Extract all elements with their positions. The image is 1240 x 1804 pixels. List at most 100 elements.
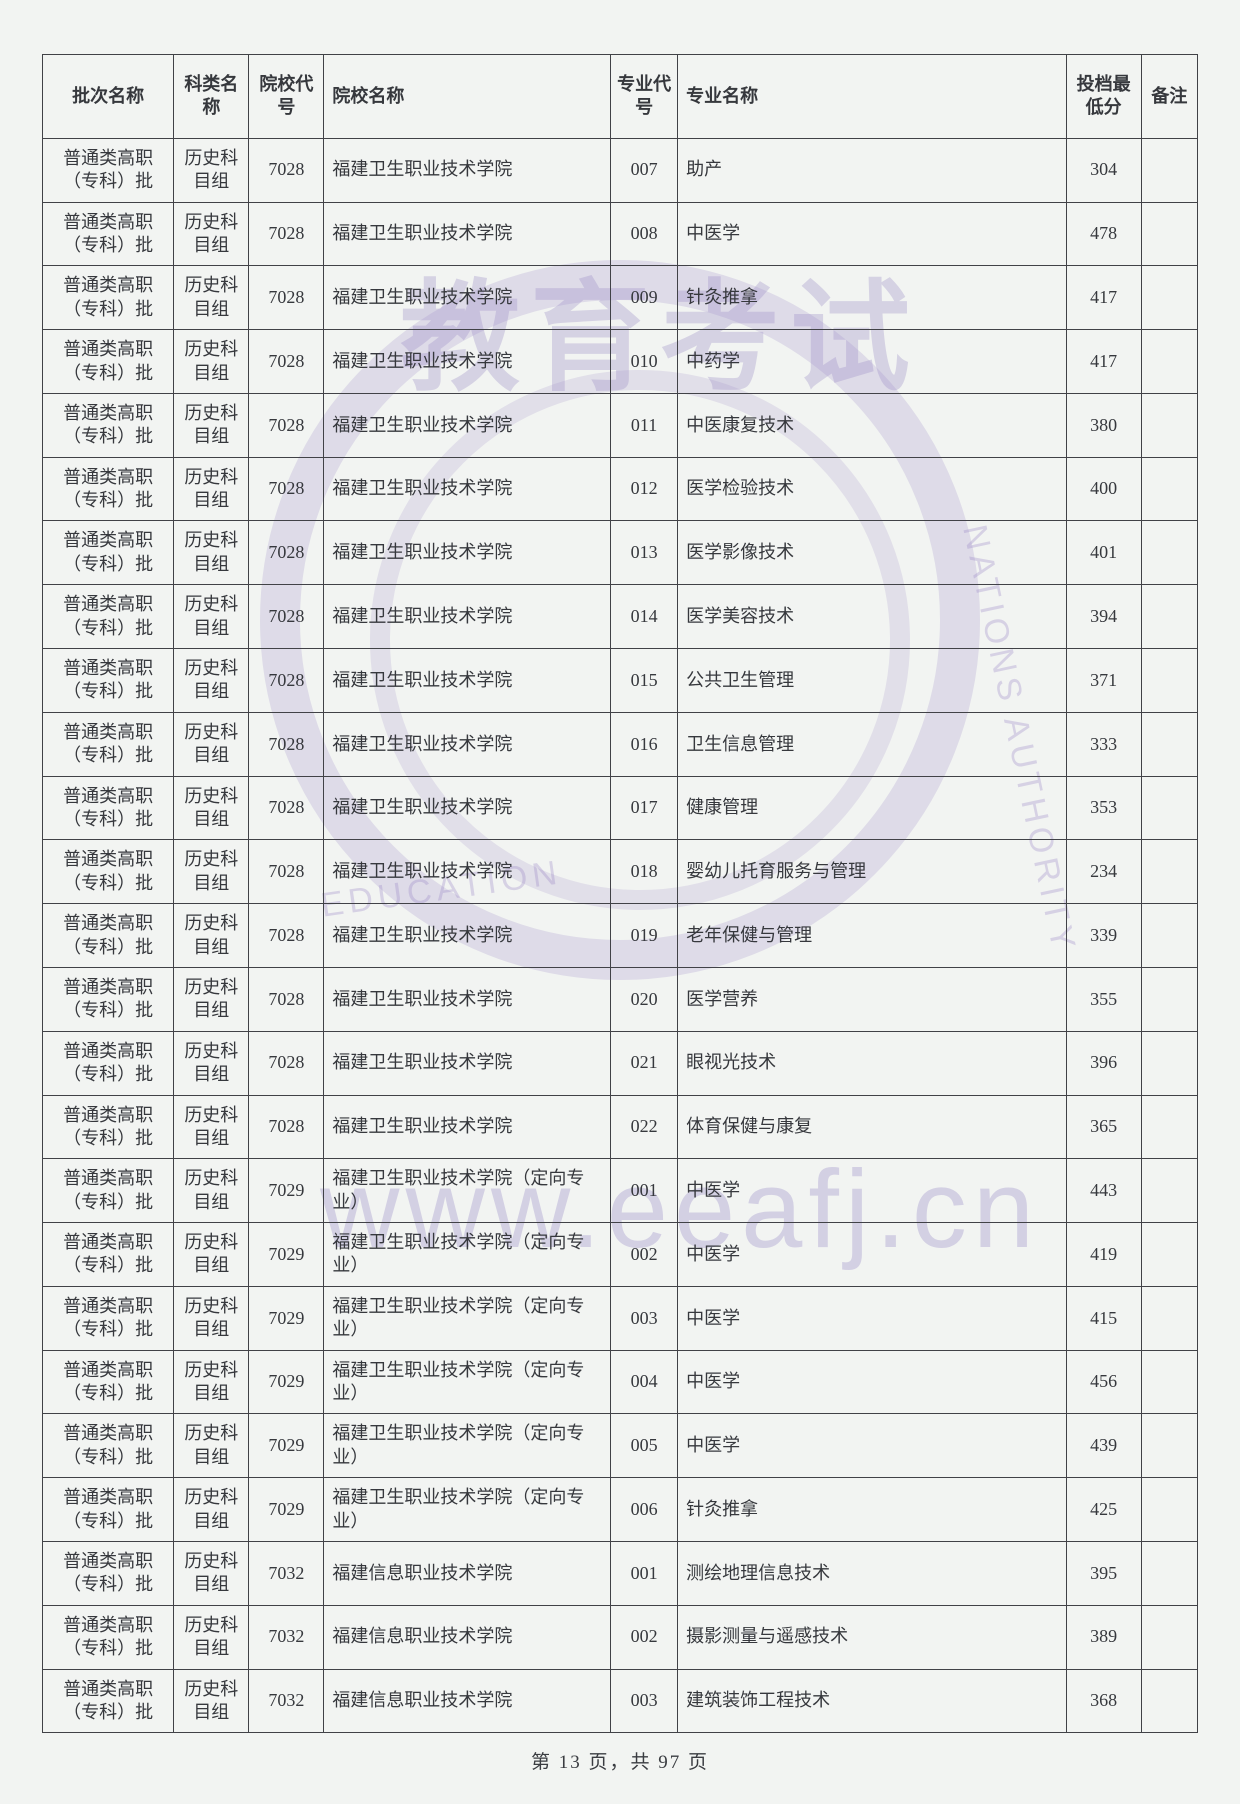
cell-school-name: 福建卫生职业技术学院 (324, 585, 611, 649)
cell-batch: 普通类高职（专科）批 (43, 840, 174, 904)
cell-score: 425 (1066, 1478, 1141, 1542)
cell-batch: 普通类高职（专科）批 (43, 776, 174, 840)
cell-batch: 普通类高职（专科）批 (43, 967, 174, 1031)
cell-subject: 历史科目组 (174, 1223, 249, 1287)
cell-note (1141, 967, 1197, 1031)
cell-score: 394 (1066, 585, 1141, 649)
cell-major-name: 医学美容技术 (678, 585, 1067, 649)
cell-school-code: 7028 (249, 202, 324, 266)
cell-subject: 历史科目组 (174, 202, 249, 266)
table-row: 普通类高职（专科）批历史科目组7028福建卫生职业技术学院017健康管理353 (43, 776, 1198, 840)
cell-school-name: 福建卫生职业技术学院（定向专业） (324, 1223, 611, 1287)
cell-note (1141, 266, 1197, 330)
cell-note (1141, 1031, 1197, 1095)
cell-subject: 历史科目组 (174, 457, 249, 521)
cell-school-name: 福建信息职业技术学院 (324, 1541, 611, 1605)
cell-school-code: 7029 (249, 1350, 324, 1414)
cell-major-name: 测绘地理信息技术 (678, 1541, 1067, 1605)
cell-subject: 历史科目组 (174, 585, 249, 649)
cell-major-code: 002 (611, 1223, 678, 1287)
cell-school-name: 福建卫生职业技术学院 (324, 649, 611, 713)
table-row: 普通类高职（专科）批历史科目组7028福建卫生职业技术学院018婴幼儿托育服务与… (43, 840, 1198, 904)
table-row: 普通类高职（专科）批历史科目组7029福建卫生职业技术学院（定向专业）001中医… (43, 1159, 1198, 1223)
cell-school-code: 7032 (249, 1541, 324, 1605)
cell-school-code: 7029 (249, 1223, 324, 1287)
cell-subject: 历史科目组 (174, 138, 249, 202)
cell-major-code: 022 (611, 1095, 678, 1159)
cell-major-name: 老年保健与管理 (678, 904, 1067, 968)
cell-batch: 普通类高职（专科）批 (43, 1478, 174, 1542)
cell-score: 443 (1066, 1159, 1141, 1223)
table-row: 普通类高职（专科）批历史科目组7032福建信息职业技术学院001测绘地理信息技术… (43, 1541, 1198, 1605)
admission-table: 批次名称 科类名称 院校代号 院校名称 专业代号 专业名称 投档最低分 备注 普… (42, 54, 1198, 1733)
cell-batch: 普通类高职（专科）批 (43, 1095, 174, 1159)
cell-school-name: 福建信息职业技术学院 (324, 1669, 611, 1733)
cell-note (1141, 330, 1197, 394)
cell-subject: 历史科目组 (174, 712, 249, 776)
cell-score: 365 (1066, 1095, 1141, 1159)
cell-subject: 历史科目组 (174, 904, 249, 968)
cell-school-code: 7028 (249, 712, 324, 776)
table-row: 普通类高职（专科）批历史科目组7028福建卫生职业技术学院015公共卫生管理37… (43, 649, 1198, 713)
cell-subject: 历史科目组 (174, 1350, 249, 1414)
table-row: 普通类高职（专科）批历史科目组7028福建卫生职业技术学院008中医学478 (43, 202, 1198, 266)
table-row: 普通类高职（专科）批历史科目组7029福建卫生职业技术学院（定向专业）003中医… (43, 1286, 1198, 1350)
table-row: 普通类高职（专科）批历史科目组7028福建卫生职业技术学院019老年保健与管理3… (43, 904, 1198, 968)
table-row: 普通类高职（专科）批历史科目组7028福建卫生职业技术学院022体育保健与康复3… (43, 1095, 1198, 1159)
cell-school-name: 福建卫生职业技术学院 (324, 1095, 611, 1159)
cell-batch: 普通类高职（专科）批 (43, 1541, 174, 1605)
cell-school-code: 7028 (249, 521, 324, 585)
cell-school-code: 7028 (249, 138, 324, 202)
cell-note (1141, 138, 1197, 202)
cell-score: 389 (1066, 1605, 1141, 1669)
cell-score: 304 (1066, 138, 1141, 202)
cell-school-code: 7029 (249, 1414, 324, 1478)
cell-school-name: 福建卫生职业技术学院 (324, 138, 611, 202)
table-body: 普通类高职（专科）批历史科目组7028福建卫生职业技术学院007助产304普通类… (43, 138, 1198, 1733)
cell-school-code: 7028 (249, 967, 324, 1031)
cell-school-code: 7028 (249, 776, 324, 840)
cell-note (1141, 1159, 1197, 1223)
cell-major-code: 007 (611, 138, 678, 202)
cell-score: 417 (1066, 266, 1141, 330)
cell-batch: 普通类高职（专科）批 (43, 521, 174, 585)
cell-major-name: 中医学 (678, 202, 1067, 266)
table-row: 普通类高职（专科）批历史科目组7032福建信息职业技术学院002摄影测量与遥感技… (43, 1605, 1198, 1669)
cell-school-code: 7028 (249, 266, 324, 330)
cell-subject: 历史科目组 (174, 1159, 249, 1223)
cell-batch: 普通类高职（专科）批 (43, 585, 174, 649)
cell-school-code: 7029 (249, 1159, 324, 1223)
cell-score: 355 (1066, 967, 1141, 1031)
header-major-name: 专业名称 (678, 55, 1067, 139)
cell-school-name: 福建卫生职业技术学院（定向专业） (324, 1159, 611, 1223)
cell-school-name: 福建卫生职业技术学院 (324, 330, 611, 394)
page-footer: 第 13 页，共 97 页 (42, 1747, 1198, 1774)
cell-major-code: 001 (611, 1159, 678, 1223)
cell-school-name: 福建卫生职业技术学院（定向专业） (324, 1286, 611, 1350)
cell-note (1141, 1350, 1197, 1414)
table-row: 普通类高职（专科）批历史科目组7028福建卫生职业技术学院021眼视光技术396 (43, 1031, 1198, 1095)
cell-subject: 历史科目组 (174, 1095, 249, 1159)
header-score: 投档最低分 (1066, 55, 1141, 139)
cell-major-code: 013 (611, 521, 678, 585)
cell-subject: 历史科目组 (174, 1031, 249, 1095)
cell-note (1141, 585, 1197, 649)
cell-school-code: 7028 (249, 393, 324, 457)
cell-major-code: 005 (611, 1414, 678, 1478)
cell-score: 380 (1066, 393, 1141, 457)
cell-school-name: 福建卫生职业技术学院 (324, 202, 611, 266)
table-header-row: 批次名称 科类名称 院校代号 院校名称 专业代号 专业名称 投档最低分 备注 (43, 55, 1198, 139)
cell-school-name: 福建卫生职业技术学院 (324, 1031, 611, 1095)
cell-batch: 普通类高职（专科）批 (43, 393, 174, 457)
cell-major-code: 009 (611, 266, 678, 330)
cell-note (1141, 649, 1197, 713)
table-row: 普通类高职（专科）批历史科目组7028福建卫生职业技术学院011中医康复技术38… (43, 393, 1198, 457)
cell-major-code: 014 (611, 585, 678, 649)
cell-batch: 普通类高职（专科）批 (43, 1159, 174, 1223)
table-row: 普通类高职（专科）批历史科目组7028福建卫生职业技术学院009针灸推拿417 (43, 266, 1198, 330)
cell-school-code: 7028 (249, 1031, 324, 1095)
cell-major-name: 医学影像技术 (678, 521, 1067, 585)
cell-batch: 普通类高职（专科）批 (43, 1223, 174, 1287)
cell-major-code: 002 (611, 1605, 678, 1669)
cell-major-name: 助产 (678, 138, 1067, 202)
